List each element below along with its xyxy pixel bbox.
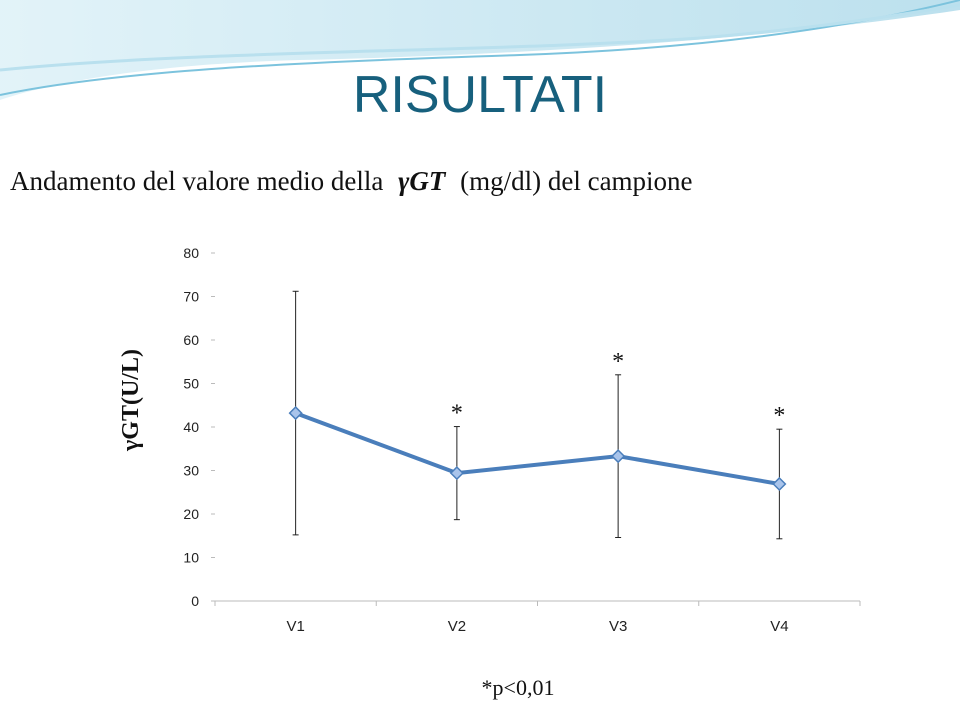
x-tick-label: V1 — [286, 618, 304, 635]
y-tick-label: 10 — [183, 550, 199, 566]
y-tick-label: 70 — [183, 289, 199, 305]
y-tick-label: 60 — [183, 332, 199, 348]
significance-marker: * — [451, 401, 463, 427]
y-tick-label: 40 — [183, 419, 199, 435]
data-point — [772, 476, 787, 492]
subtitle: Andamento del valore medio della γGT (mg… — [10, 166, 693, 196]
y-tick-label: 0 — [191, 593, 199, 609]
subtitle-part: Andamento del valore medio della — [10, 166, 383, 196]
data-line — [294, 411, 780, 486]
y-tick-label: 50 — [183, 376, 199, 392]
significance-marker: * — [612, 349, 624, 375]
significance-marker: * — [773, 403, 785, 429]
x-tick-label: V3 — [609, 618, 627, 635]
y-tick-label: 20 — [183, 506, 199, 522]
y-axis-label: γGT(U/L) — [118, 349, 144, 452]
data-point — [449, 466, 464, 481]
plot: 0 10 20 30 40 50 60 70 80 V1 V2 V3 V4 * * * — [183, 245, 861, 635]
x-tick-label: V2 — [448, 618, 466, 635]
background-waves — [0, 0, 960, 100]
x-tick-label: V4 — [770, 618, 788, 635]
footnote: *p<0,01 — [482, 675, 555, 700]
data-point — [611, 449, 626, 464]
subtitle-part: γGT — [398, 166, 447, 196]
data-point — [288, 406, 303, 421]
y-tick-label: 80 — [183, 245, 199, 261]
y-tick-label: 30 — [183, 463, 199, 479]
slide-title: RISULTATI — [353, 66, 607, 124]
subtitle-part: (mg/dl) del campione — [460, 166, 692, 196]
